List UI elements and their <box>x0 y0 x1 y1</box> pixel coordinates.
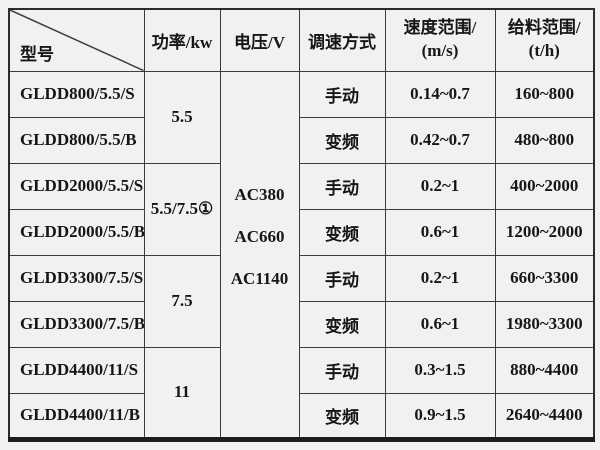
model-cell: GLDD800/5.5/S <box>8 70 145 118</box>
mode-cell: 变频 <box>298 392 386 440</box>
header-model-cell: 型号 <box>8 8 145 72</box>
header-speed-range-line1: 速度范围/ <box>403 18 477 38</box>
table-row: GLDD2000/5.5/S 5.5/7.5① 手动 0.2~1 400~200… <box>8 162 595 256</box>
feed-cell: 480~800 <box>494 116 595 164</box>
feed-cell: 160~800 <box>494 70 595 118</box>
power-cell: 11 <box>143 346 221 440</box>
power-cell: 5.5 <box>143 70 221 164</box>
speed-cell: 0.42~0.7 <box>384 116 496 164</box>
speed-cell: 0.2~1 <box>384 254 496 302</box>
speed-cell: 0.6~1 <box>384 208 496 256</box>
model-cell: GLDD3300/7.5/S <box>8 254 145 302</box>
speed-cell: 0.6~1 <box>384 300 496 348</box>
table-row: GLDD800/5.5/S 5.5 AC380 AC660 AC1140 手动 … <box>8 70 595 440</box>
mode-cell: 变频 <box>298 208 386 256</box>
feed-cell: 400~2000 <box>494 162 595 210</box>
header-power: 功率/kw <box>143 8 221 72</box>
table-header-row: 型号 功率/kw 电压/V 调速方式 速度范围/ (m/s) 给料范围/ (t/… <box>8 8 595 72</box>
feed-cell: 660~3300 <box>494 254 595 302</box>
table-row: GLDD2000/5.5/B 变频 0.6~1 1200~2000 <box>8 208 595 256</box>
feed-cell: 1980~3300 <box>494 300 595 348</box>
voltage-cell: AC380 AC660 AC1140 <box>219 70 300 440</box>
mode-cell: 变频 <box>298 300 386 348</box>
header-feed-range-line1: 给料范围/ <box>507 18 581 38</box>
feed-cell: 880~4400 <box>494 346 595 394</box>
speed-cell: 0.14~0.7 <box>384 70 496 118</box>
feed-cell: 1200~2000 <box>494 208 595 256</box>
header-voltage: 电压/V <box>219 8 300 72</box>
mode-cell: 手动 <box>298 70 386 118</box>
model-cell: GLDD2000/5.5/S <box>8 162 145 210</box>
header-speed-range-line2: (m/s) <box>421 41 459 61</box>
table-row: GLDD3300/7.5/S 7.5 手动 0.2~1 660~3300 <box>8 254 595 348</box>
header-feed-range: 给料范围/ (t/h) <box>494 8 595 72</box>
spec-table: 型号 功率/kw 电压/V 调速方式 速度范围/ (m/s) 给料范围/ (t/… <box>8 8 595 442</box>
model-cell: GLDD800/5.5/B <box>8 116 145 164</box>
mode-cell: 变频 <box>298 116 386 164</box>
header-model-label: 型号 <box>20 44 54 64</box>
diagonal-divider-line <box>10 10 144 71</box>
power-cell: 5.5/7.5① <box>143 162 221 256</box>
table-row: GLDD4400/11/B 变频 0.9~1.5 2640~4400 <box>8 392 595 440</box>
voltage-value: AC1140 <box>230 269 289 288</box>
model-cell: GLDD3300/7.5/B <box>8 300 145 348</box>
speed-cell: 0.3~1.5 <box>384 346 496 394</box>
mode-cell: 手动 <box>298 254 386 302</box>
mode-cell: 手动 <box>298 346 386 394</box>
mode-cell: 手动 <box>298 162 386 210</box>
table-row: GLDD3300/7.5/B 变频 0.6~1 1980~3300 <box>8 300 595 348</box>
model-cell: GLDD2000/5.5/B <box>8 208 145 256</box>
voltage-value: AC380 <box>234 185 285 204</box>
header-speed-mode: 调速方式 <box>298 8 386 72</box>
model-cell: GLDD4400/11/B <box>8 392 145 440</box>
model-cell: GLDD4400/11/S <box>8 346 145 394</box>
power-cell: 7.5 <box>143 254 221 348</box>
speed-cell: 0.2~1 <box>384 162 496 210</box>
table-row: GLDD4400/11/S 11 手动 0.3~1.5 880~4400 <box>8 346 595 440</box>
voltage-value: AC660 <box>234 227 285 246</box>
header-feed-range-line2: (t/h) <box>528 41 560 61</box>
header-speed-range: 速度范围/ (m/s) <box>384 8 496 72</box>
speed-cell: 0.9~1.5 <box>384 392 496 440</box>
table-row: GLDD800/5.5/B 变频 0.42~0.7 480~800 <box>8 116 595 164</box>
feed-cell: 2640~4400 <box>494 392 595 440</box>
